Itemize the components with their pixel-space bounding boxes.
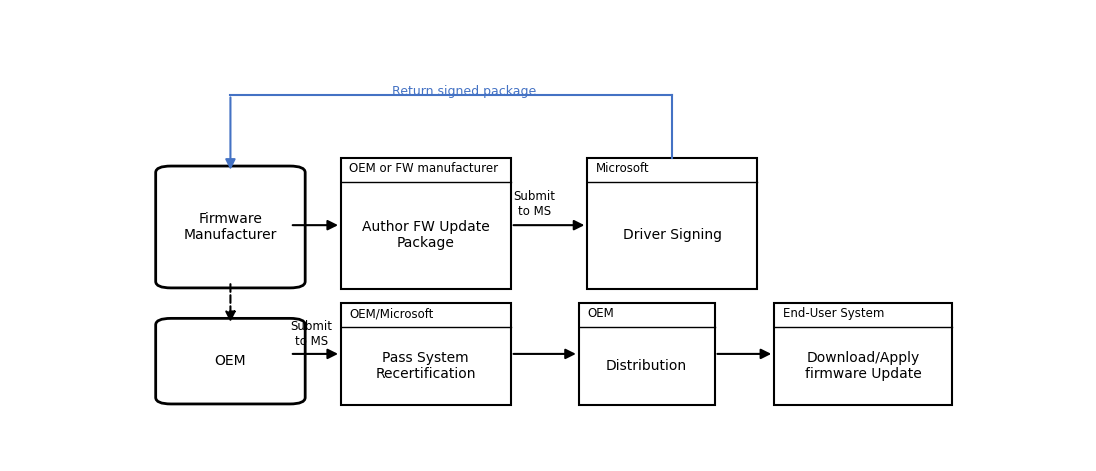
FancyBboxPatch shape: [156, 318, 305, 404]
Text: Download/Apply
firmware Update: Download/Apply firmware Update: [804, 350, 922, 381]
Text: OEM: OEM: [587, 308, 614, 320]
Text: Author FW Update
Package: Author FW Update Package: [362, 220, 490, 250]
Text: OEM: OEM: [215, 354, 247, 368]
Text: Distribution: Distribution: [606, 359, 687, 373]
Text: OEM/Microsoft: OEM/Microsoft: [350, 308, 434, 320]
Text: End-User System: End-User System: [783, 308, 883, 320]
Bar: [579, 303, 715, 405]
Bar: [341, 303, 511, 405]
Bar: [774, 303, 952, 405]
Text: Return signed package: Return signed package: [392, 85, 536, 98]
Text: Driver Signing: Driver Signing: [623, 228, 721, 242]
Text: Microsoft: Microsoft: [596, 162, 649, 175]
Text: Firmware
Manufacturer: Firmware Manufacturer: [184, 212, 277, 242]
Bar: [587, 158, 757, 289]
FancyBboxPatch shape: [156, 166, 305, 288]
Bar: [341, 158, 511, 289]
Text: OEM or FW manufacturer: OEM or FW manufacturer: [350, 162, 499, 175]
Text: Pass System
Recertification: Pass System Recertification: [376, 350, 476, 381]
Text: Submit
to MS: Submit to MS: [290, 320, 333, 349]
Text: Submit
to MS: Submit to MS: [513, 190, 556, 218]
